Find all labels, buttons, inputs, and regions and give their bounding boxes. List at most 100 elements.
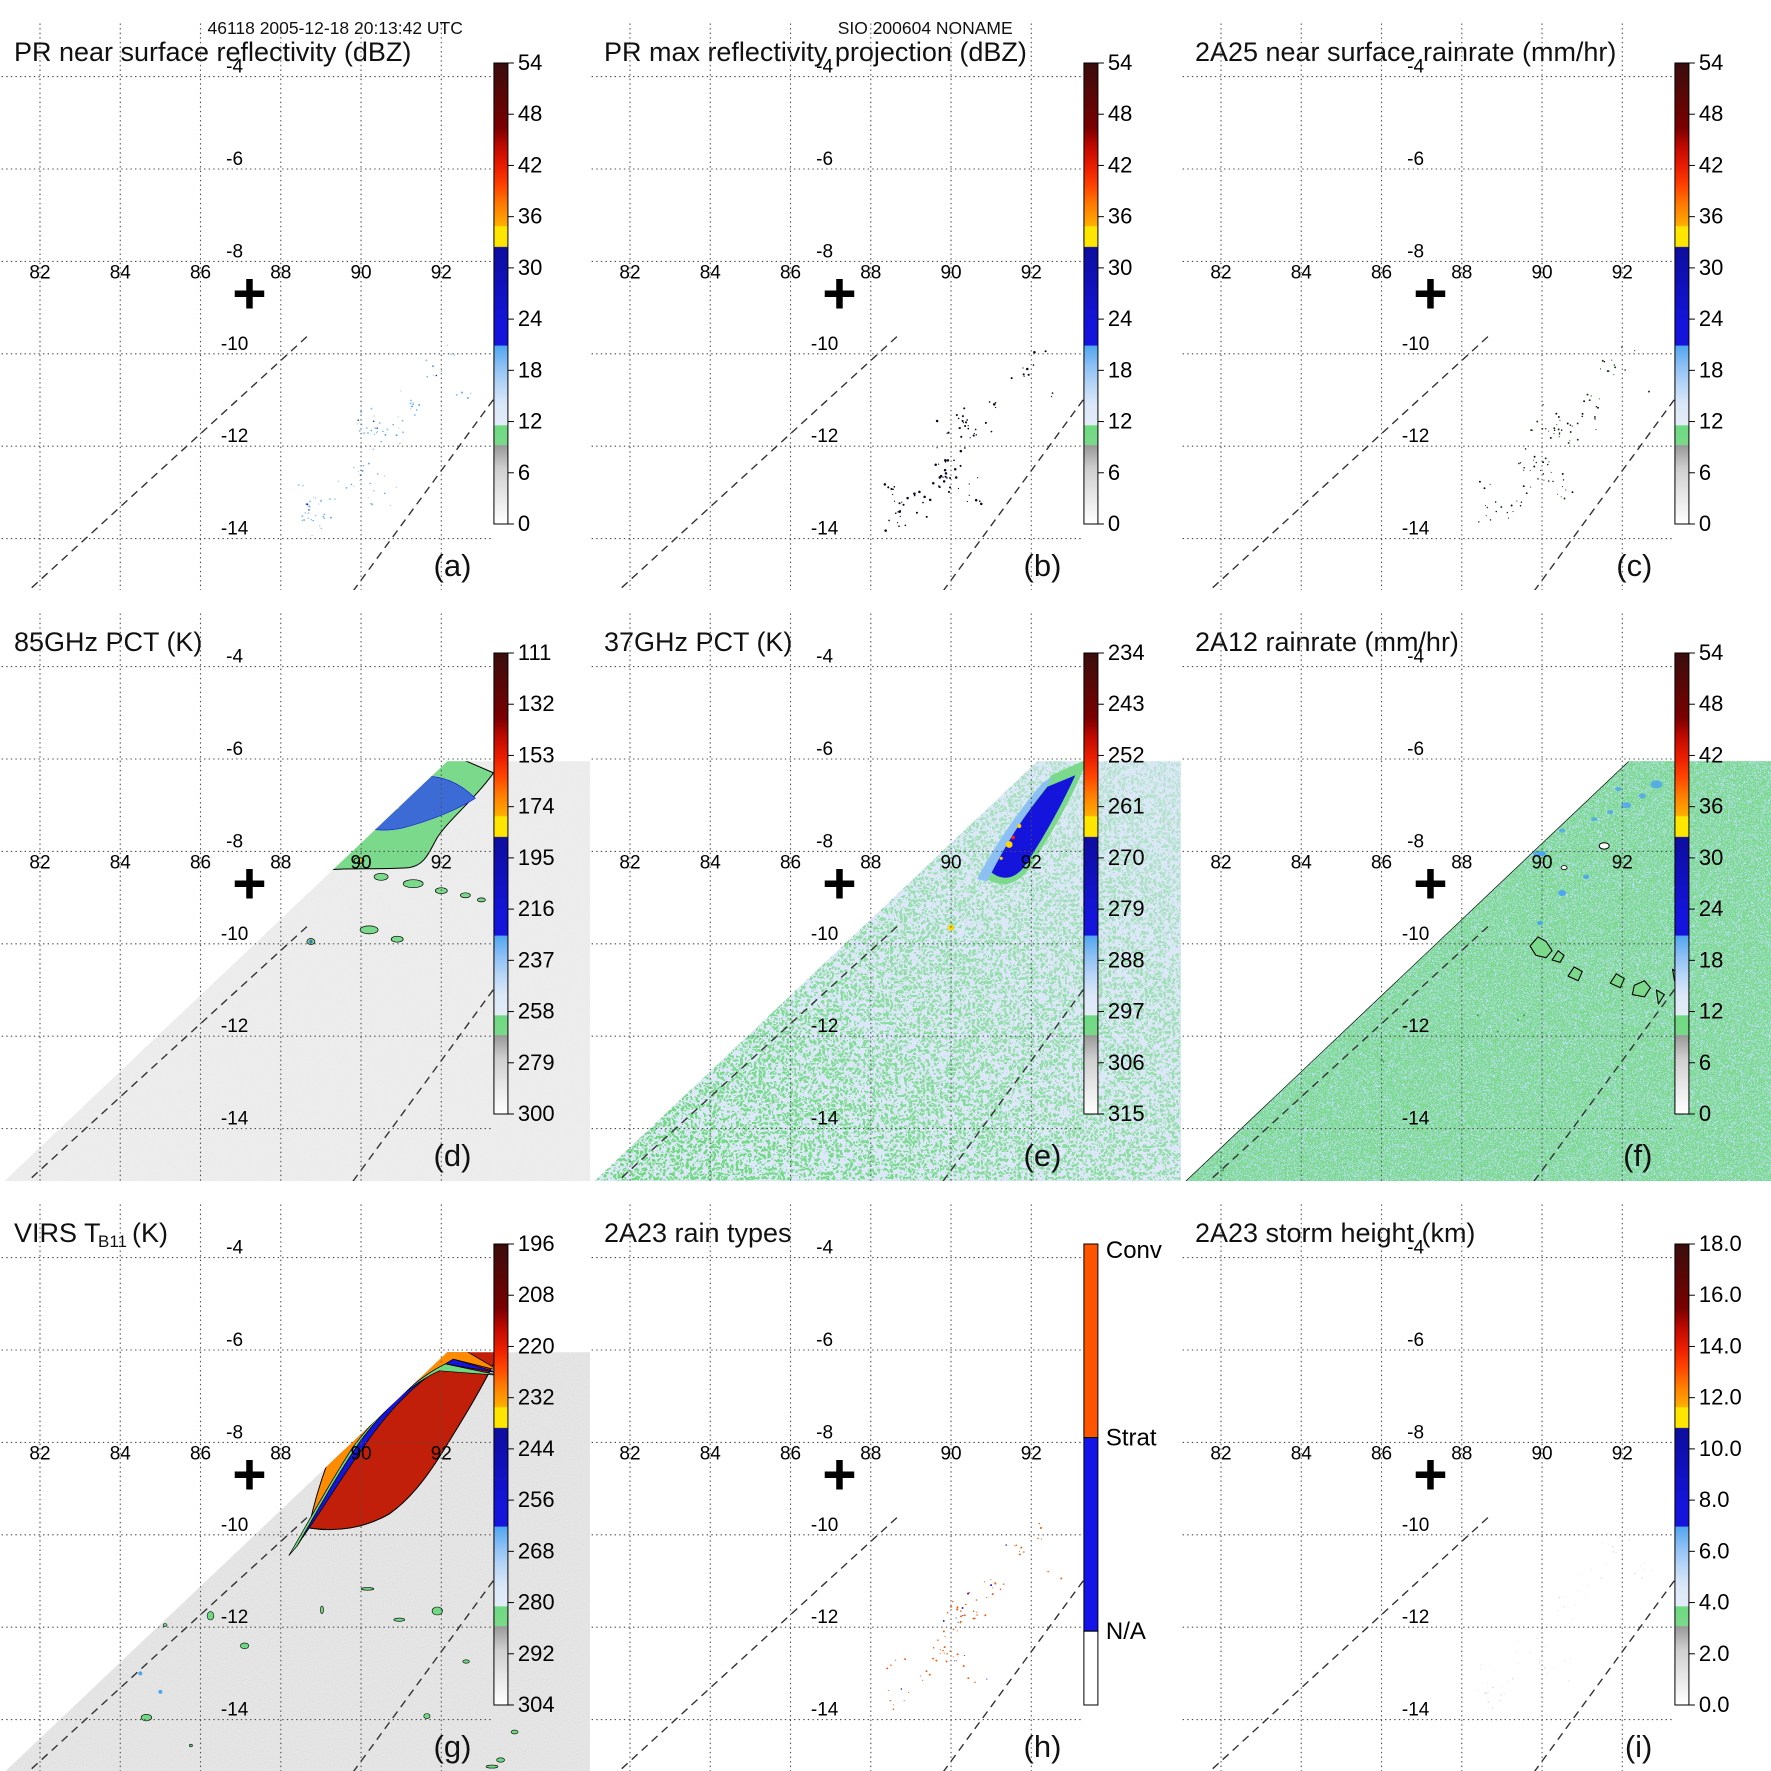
svg-text:243: 243	[1108, 692, 1145, 717]
svg-text:-8: -8	[817, 1422, 834, 1443]
svg-text:258: 258	[518, 999, 555, 1024]
svg-text:92: 92	[1611, 853, 1632, 874]
svg-text:270: 270	[1108, 845, 1145, 870]
svg-text:195: 195	[518, 845, 555, 870]
svg-text:42: 42	[1699, 743, 1723, 768]
svg-text:-6: -6	[817, 149, 834, 170]
svg-text:92: 92	[1611, 262, 1632, 283]
svg-text:82: 82	[29, 1443, 50, 1464]
svg-text:256: 256	[518, 1487, 555, 1512]
svg-text:54: 54	[1699, 50, 1723, 75]
svg-text:54: 54	[518, 50, 542, 75]
svg-text:88: 88	[1451, 262, 1472, 283]
svg-text:82: 82	[29, 853, 50, 874]
svg-text:132: 132	[518, 692, 555, 717]
svg-text:30: 30	[1699, 255, 1723, 280]
svg-text:279: 279	[518, 1050, 555, 1075]
svg-text:-6: -6	[1407, 739, 1424, 760]
svg-text:(f): (f)	[1623, 1138, 1652, 1173]
svg-text:297: 297	[1108, 999, 1145, 1024]
svg-text:48: 48	[1699, 101, 1723, 126]
svg-text:-14: -14	[811, 1109, 838, 1130]
svg-text:16.0: 16.0	[1699, 1282, 1742, 1307]
svg-text:18: 18	[1108, 357, 1132, 382]
svg-text:84: 84	[110, 1443, 131, 1464]
svg-text:-10: -10	[1402, 1514, 1429, 1535]
svg-text:36: 36	[1699, 794, 1723, 819]
svg-text:24: 24	[1108, 306, 1132, 331]
svg-text:-4: -4	[1407, 57, 1424, 78]
svg-text:288: 288	[1108, 948, 1145, 973]
svg-text:6: 6	[518, 460, 530, 485]
svg-text:174: 174	[518, 794, 555, 819]
svg-text:153: 153	[518, 743, 555, 768]
svg-text:92: 92	[1021, 1443, 1042, 1464]
svg-text:232: 232	[518, 1384, 555, 1409]
svg-text:92: 92	[1021, 262, 1042, 283]
svg-text:90: 90	[941, 853, 962, 874]
svg-text:-12: -12	[1402, 1607, 1429, 1628]
svg-text:PR near surface reflectivity (: PR near surface reflectivity (dBZ)	[14, 37, 411, 67]
svg-text:B11: B11	[98, 1232, 127, 1251]
svg-text:30: 30	[518, 255, 542, 280]
svg-text:54: 54	[1699, 640, 1723, 665]
svg-text:280: 280	[518, 1589, 555, 1614]
svg-text:90: 90	[941, 262, 962, 283]
svg-text:-6: -6	[817, 739, 834, 760]
svg-text:0: 0	[518, 511, 530, 536]
svg-text:N/A: N/A	[1106, 1618, 1146, 1645]
svg-text:88: 88	[861, 262, 882, 283]
svg-text:36: 36	[1108, 204, 1132, 229]
svg-text:84: 84	[1290, 262, 1311, 283]
svg-text:54: 54	[1108, 50, 1132, 75]
svg-text:88: 88	[270, 853, 291, 874]
svg-text:-10: -10	[221, 924, 248, 945]
svg-text:92: 92	[1611, 1443, 1632, 1464]
svg-text:0.0: 0.0	[1699, 1692, 1730, 1717]
svg-text:37GHz PCT (K): 37GHz PCT (K)	[604, 627, 792, 657]
svg-text:90: 90	[350, 1443, 371, 1464]
svg-text:268: 268	[518, 1538, 555, 1563]
svg-text:24: 24	[518, 306, 542, 331]
svg-text:220: 220	[518, 1333, 555, 1358]
svg-text:10.0: 10.0	[1699, 1436, 1742, 1461]
svg-text:VIRS T: VIRS T	[14, 1218, 100, 1248]
svg-text:-8: -8	[226, 241, 243, 262]
svg-text:-4: -4	[226, 647, 243, 668]
svg-text:-14: -14	[811, 1699, 838, 1720]
svg-text:88: 88	[861, 853, 882, 874]
svg-text:86: 86	[190, 262, 211, 283]
svg-text:-8: -8	[1407, 832, 1424, 853]
svg-text:-4: -4	[817, 1237, 834, 1258]
svg-text:-4: -4	[226, 1237, 243, 1258]
svg-text:-8: -8	[226, 832, 243, 853]
svg-text:86: 86	[780, 1443, 801, 1464]
svg-text:-14: -14	[1402, 1699, 1429, 1720]
svg-text:-8: -8	[817, 241, 834, 262]
svg-text:-6: -6	[1407, 1330, 1424, 1351]
svg-text:-12: -12	[811, 1017, 838, 1038]
svg-text:-10: -10	[221, 334, 248, 355]
svg-text:(g): (g)	[434, 1728, 472, 1763]
svg-text:-12: -12	[1402, 426, 1429, 447]
svg-text:90: 90	[350, 262, 371, 283]
svg-text:30: 30	[1108, 255, 1132, 280]
svg-text:-6: -6	[1407, 149, 1424, 170]
svg-text:12: 12	[1699, 409, 1723, 434]
svg-text:86: 86	[1371, 1443, 1392, 1464]
svg-text:6: 6	[1108, 460, 1120, 485]
svg-text:(a): (a)	[434, 548, 472, 583]
svg-text:86: 86	[780, 853, 801, 874]
svg-text:84: 84	[700, 853, 721, 874]
svg-text:0: 0	[1699, 1101, 1711, 1126]
svg-text:88: 88	[1451, 1443, 1472, 1464]
svg-text:(K): (K)	[132, 1218, 168, 1248]
svg-text:88: 88	[270, 1443, 291, 1464]
svg-text:279: 279	[1108, 896, 1145, 921]
svg-text:48: 48	[518, 101, 542, 126]
svg-text:42: 42	[1108, 152, 1132, 177]
svg-text:84: 84	[110, 262, 131, 283]
svg-text:82: 82	[620, 262, 641, 283]
svg-text:88: 88	[861, 1443, 882, 1464]
svg-text:261: 261	[1108, 794, 1145, 819]
